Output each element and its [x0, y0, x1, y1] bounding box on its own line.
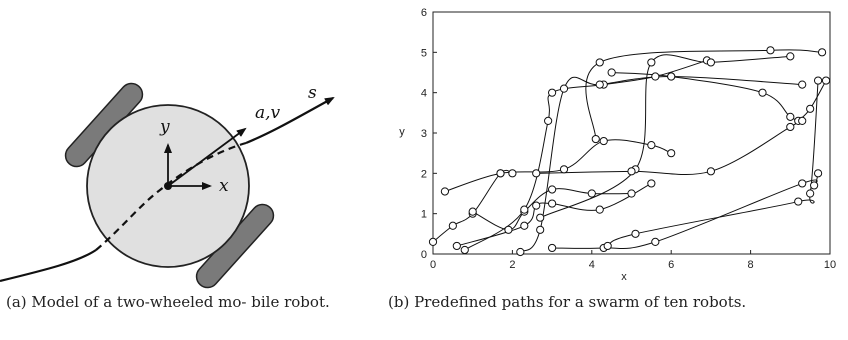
waypoint-marker	[520, 221, 529, 230]
caption-a: (a) Model of a two-wheeled mo- bile robo…	[6, 293, 330, 311]
waypoint-marker	[548, 88, 557, 97]
trajectory-past	[0, 249, 97, 283]
waypoint-marker	[817, 48, 827, 57]
waypoint-marker	[631, 229, 640, 238]
waypoint-marker	[627, 189, 636, 198]
robot-path-7	[552, 173, 819, 250]
y-tick-label: 3	[421, 128, 427, 140]
waypoint-marker	[544, 116, 553, 126]
waypoint-marker	[536, 213, 545, 222]
waypoint-marker	[599, 136, 608, 146]
waypoint-marker	[452, 241, 461, 251]
robot-center-dot	[164, 182, 172, 190]
waypoint-marker	[516, 247, 525, 257]
x-tick-label: 6	[668, 259, 674, 271]
waypoint-marker	[798, 80, 807, 89]
waypoint-marker	[603, 241, 612, 251]
waypoint-marker	[548, 243, 557, 253]
waypoint-marker	[532, 169, 541, 178]
waypoint-marker	[460, 245, 469, 255]
av-label: a,v	[255, 103, 281, 123]
waypoint-marker	[667, 72, 676, 81]
waypoint-marker	[591, 134, 600, 144]
y-tick-label: 6	[421, 7, 427, 19]
waypoint-marker	[821, 76, 831, 85]
x-tick-label: 4	[589, 259, 595, 271]
x-tick-label: 0	[430, 259, 436, 271]
y-tick-label: 1	[421, 209, 427, 221]
waypoint-marker	[428, 237, 438, 246]
waypoint-marker	[548, 185, 557, 194]
waypoint-marker	[504, 225, 513, 234]
robot-model-diagram: y x a,v s	[0, 82, 335, 289]
waypoint-marker	[559, 84, 569, 93]
waypoint-marker	[559, 165, 569, 174]
waypoint-marker	[468, 207, 477, 216]
waypoint-marker	[607, 68, 616, 77]
waypoint-marker	[758, 88, 767, 97]
robot-path-6	[519, 76, 803, 253]
x-axis-label: x	[219, 176, 229, 196]
waypoint-marker	[496, 169, 505, 178]
waypoint-marker	[706, 167, 715, 176]
waypoint-marker	[647, 141, 656, 150]
waypoint-marker	[520, 205, 529, 214]
x-tick-label: 8	[748, 259, 754, 271]
x-tick-label: 10	[824, 259, 836, 271]
waypoint-marker	[508, 169, 517, 178]
waypoint-marker	[794, 197, 803, 206]
waypoint-marker	[595, 58, 604, 67]
waypoint-marker	[786, 112, 795, 121]
y-tick-label: 0	[421, 249, 427, 261]
waypoint-marker	[786, 122, 795, 132]
y-axis-label: y	[159, 117, 170, 137]
velocity-arrow	[167, 127, 247, 187]
waypoint-marker	[647, 58, 656, 67]
waypoint-marker	[440, 187, 450, 196]
waypoint-marker	[813, 76, 823, 85]
waypoint-marker	[798, 179, 807, 188]
s-label: s	[308, 83, 317, 103]
waypoint-marker	[806, 104, 815, 113]
waypoint-marker	[766, 46, 775, 55]
waypoint-marker	[595, 205, 604, 214]
waypoint-marker	[810, 181, 819, 190]
waypoint-marker	[532, 201, 541, 210]
waypoint-marker	[627, 167, 636, 176]
y-tick-label: 4	[421, 88, 427, 100]
y-tick-label: 2	[421, 168, 427, 180]
waypoint-marker	[647, 179, 656, 188]
trajectory-dashed	[95, 141, 247, 251]
caption-b: (b) Predefined paths for a swarm of ten …	[388, 293, 747, 311]
waypoint-marker	[706, 58, 715, 67]
waypoint-marker	[667, 149, 676, 158]
robot-path-4	[472, 188, 632, 231]
waypoint-marker	[536, 225, 545, 234]
y-axis-title: y	[399, 126, 405, 138]
waypoint-marker	[651, 72, 660, 81]
paths-chart: 0 2 4 6 8 10 0 1 2 3 4 5 6 x y	[399, 7, 836, 283]
waypoint-marker	[651, 237, 660, 246]
waypoint-marker	[806, 189, 815, 198]
robot-path-9	[539, 54, 791, 219]
x-axis-title: x	[621, 271, 627, 283]
robot-path-11	[536, 80, 827, 176]
waypoint-marker	[548, 199, 557, 208]
robot-path-10	[585, 49, 823, 140]
waypoint-marker	[786, 52, 795, 61]
waypoint-marker	[448, 221, 457, 230]
trajectory-future-arrow	[245, 97, 335, 145]
waypoint-marker	[813, 169, 823, 178]
waypoint-marker	[595, 80, 604, 89]
waypoint-marker	[587, 189, 596, 198]
x-tick-label: 2	[509, 259, 515, 271]
y-tick-label: 5	[421, 47, 427, 59]
waypoint-marker	[798, 116, 807, 126]
